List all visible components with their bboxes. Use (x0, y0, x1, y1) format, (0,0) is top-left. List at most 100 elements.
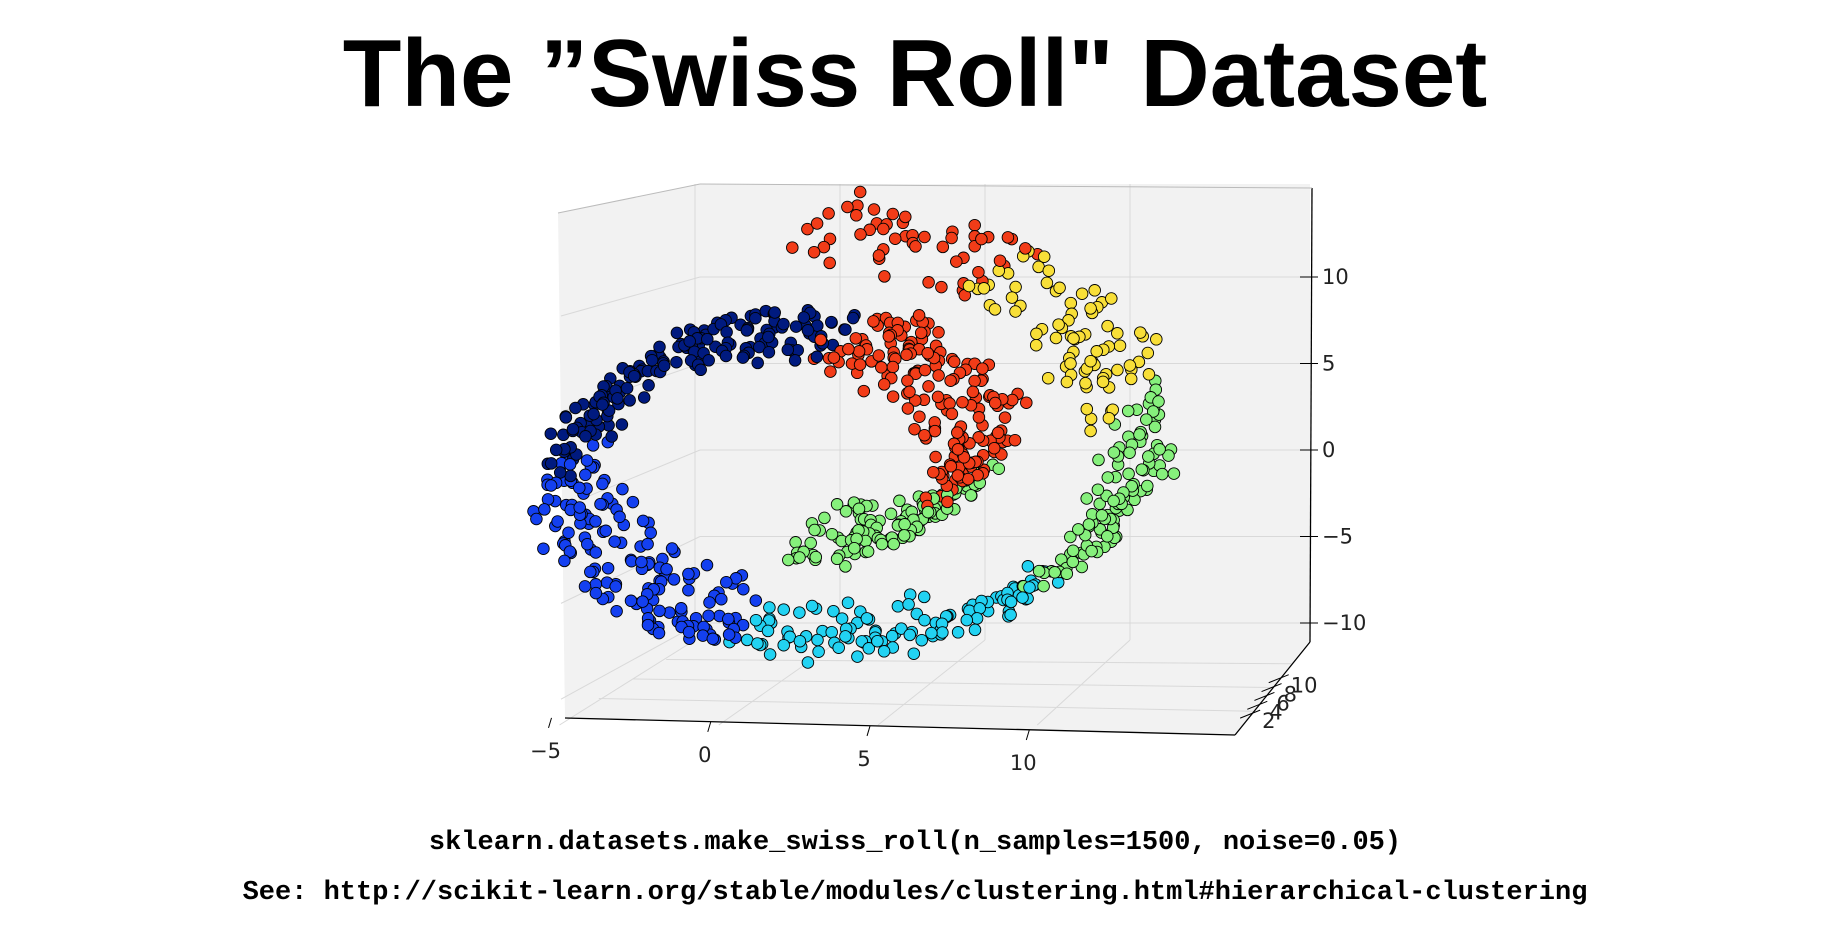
scatter-point (682, 625, 696, 639)
scatter-point (1064, 530, 1077, 544)
scatter-point (637, 391, 651, 404)
scatter-point (1008, 433, 1022, 447)
scatter-point (807, 245, 821, 259)
y-tick-label: 4 (1269, 700, 1282, 724)
y-tick-mark (1254, 691, 1275, 701)
scatter-point (682, 583, 695, 597)
scatter-point (988, 396, 1002, 410)
scatter-point (972, 431, 985, 444)
scatter-point (941, 495, 954, 509)
scatter-point (922, 380, 935, 393)
scatter-point (563, 458, 577, 471)
scatter-point (1004, 595, 1018, 609)
scatter-point (1075, 287, 1089, 300)
scatter-point (893, 494, 906, 508)
scatter-point (846, 311, 860, 325)
scatter-point (917, 590, 931, 604)
scatter-point (1016, 591, 1029, 604)
scatter-point (853, 185, 867, 199)
scatter-point (599, 524, 613, 538)
scatter-point (1041, 371, 1055, 385)
scatter-point (875, 361, 888, 374)
scatter-point (1095, 509, 1109, 522)
scatter-point (1142, 368, 1156, 381)
scatter-point (562, 526, 575, 539)
y-tick-mark (1239, 709, 1261, 719)
scatter-point (841, 200, 854, 214)
scatter-point (825, 315, 838, 329)
scatter-point (652, 626, 666, 640)
scatter-point (753, 340, 766, 354)
scatter-point (751, 356, 764, 370)
scatter-point (786, 241, 799, 254)
scatter-point (763, 648, 777, 661)
scatter-point (1105, 292, 1118, 305)
x-tick-label: 10 (1010, 751, 1037, 775)
scatter-point (1029, 338, 1043, 352)
scatter-point (988, 303, 1002, 316)
scatter-point (936, 240, 950, 254)
scatter-point (951, 626, 965, 639)
scatter-point (719, 349, 733, 363)
scatter-point (777, 638, 790, 652)
scatter-point (740, 324, 754, 337)
scatter-point (762, 330, 775, 344)
scatter-point (898, 518, 911, 531)
scatter-point (578, 580, 592, 593)
scatter-point (927, 465, 940, 479)
scatter-point (839, 505, 853, 518)
scatter-point (872, 349, 886, 362)
x-tick-mark (1025, 729, 1030, 741)
scatter-point (976, 362, 989, 375)
scatter-point (559, 411, 573, 424)
scatter-point (809, 550, 823, 564)
scatter-point (530, 512, 543, 526)
scatter-point (641, 618, 655, 632)
scatter-point (968, 218, 981, 232)
scatter-point (804, 536, 817, 550)
scatter-point (1101, 319, 1114, 333)
scatter-point (566, 422, 580, 436)
x-tick-label: 5 (857, 747, 870, 771)
scatter-point (992, 462, 1006, 475)
scatter-point (944, 374, 957, 387)
scatter-point (885, 629, 899, 643)
scatter-point (956, 395, 969, 409)
scatter-point (887, 537, 900, 551)
scatter-point (830, 498, 844, 511)
scatter-point (1084, 424, 1097, 438)
axes-frame (557, 183, 1313, 736)
floor-pane (565, 640, 1310, 735)
scatter-point (886, 390, 900, 403)
scatter-point (1037, 250, 1051, 263)
scatter-point (749, 613, 763, 627)
scatter-point (605, 430, 618, 443)
scatter-point (702, 354, 715, 367)
scatter-point (665, 542, 679, 555)
scatter-point (644, 526, 657, 540)
scatter-point (801, 222, 814, 236)
scatter-point (875, 537, 889, 551)
scatter-point (608, 535, 621, 548)
scatter-point (925, 626, 938, 640)
scatter-point (627, 369, 641, 383)
scatter-point (596, 477, 609, 491)
scatter-point (913, 410, 926, 423)
scatter-point (1113, 339, 1127, 352)
scatter-point (1082, 518, 1096, 531)
scatter-point (882, 330, 896, 343)
scatter-point (899, 210, 912, 224)
scatter-point (613, 510, 626, 524)
scatter-point (1153, 443, 1166, 456)
scatter-point (827, 351, 841, 364)
scatter-point (987, 441, 1001, 455)
scatter-point (903, 385, 916, 399)
scatter-point (587, 407, 600, 421)
y-tick-mark (1268, 674, 1289, 684)
x-tick-mark (866, 725, 871, 737)
scatter-point (1140, 413, 1153, 426)
scatter-point (601, 561, 615, 575)
scatter-point (702, 609, 715, 622)
scatter-point (1125, 479, 1138, 493)
